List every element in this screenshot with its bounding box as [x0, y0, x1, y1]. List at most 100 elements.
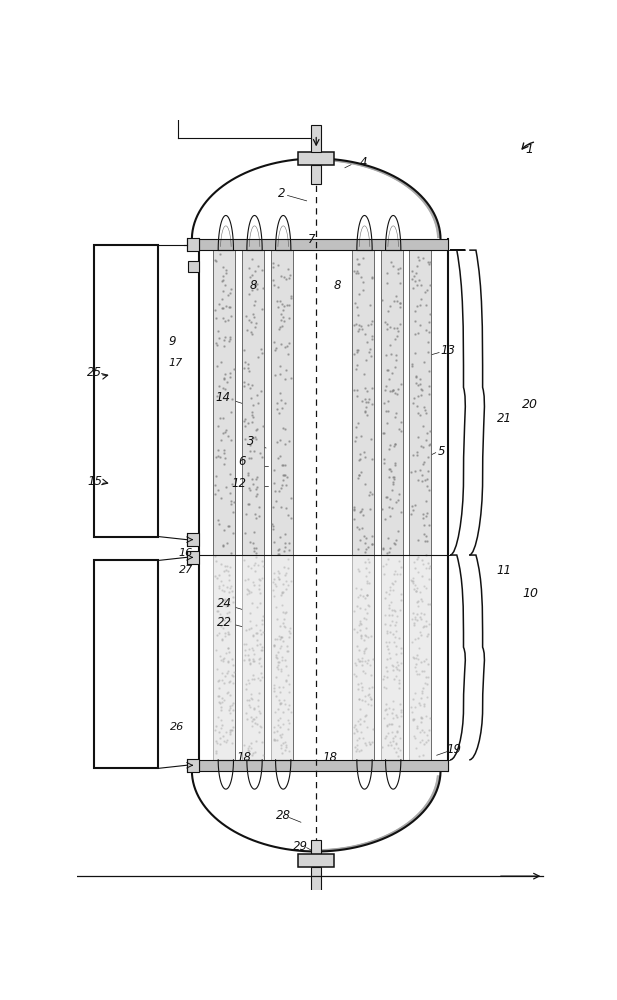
Point: [415, 584, 425, 600]
Point: [393, 523, 403, 539]
Point: [210, 468, 220, 484]
Point: [421, 508, 431, 524]
Point: [395, 586, 405, 602]
Point: [282, 338, 292, 354]
Point: [270, 483, 280, 499]
Point: [394, 421, 404, 437]
Point: [367, 313, 377, 329]
Text: 8: 8: [334, 279, 341, 292]
Point: [244, 652, 254, 668]
Point: [384, 371, 394, 387]
Point: [362, 587, 372, 603]
Point: [217, 273, 227, 289]
Point: [213, 709, 223, 725]
Point: [246, 690, 256, 706]
Point: [239, 342, 249, 358]
Point: [251, 315, 260, 331]
Point: [225, 722, 235, 738]
Point: [284, 433, 294, 449]
Point: [390, 563, 400, 579]
Point: [244, 641, 254, 657]
Point: [355, 451, 365, 467]
Point: [247, 642, 257, 658]
Point: [361, 394, 371, 410]
Point: [273, 654, 283, 670]
Point: [365, 341, 375, 357]
Point: [251, 540, 260, 556]
Point: [413, 549, 423, 565]
Point: [242, 467, 252, 483]
Point: [381, 634, 391, 650]
Point: [272, 395, 282, 411]
Point: [352, 323, 362, 339]
Point: [361, 620, 371, 636]
Point: [218, 371, 228, 387]
Point: [410, 577, 420, 593]
Point: [349, 499, 359, 515]
Text: 25: 25: [87, 366, 102, 379]
Point: [363, 652, 373, 668]
Point: [367, 679, 377, 695]
Point: [357, 657, 367, 673]
Point: [251, 510, 261, 526]
Point: [223, 626, 233, 642]
Point: [352, 624, 362, 640]
Point: [356, 269, 366, 285]
Point: [412, 606, 422, 622]
Point: [363, 539, 373, 555]
Point: [278, 576, 288, 592]
Point: [389, 471, 399, 487]
Point: [379, 710, 389, 726]
Point: [240, 418, 250, 434]
Point: [389, 566, 399, 582]
Point: [366, 486, 376, 502]
Point: [352, 681, 362, 697]
Point: [252, 486, 262, 502]
Point: [418, 473, 428, 489]
Point: [392, 492, 402, 508]
Point: [283, 701, 292, 717]
Point: [275, 696, 284, 712]
Point: [382, 625, 392, 641]
Point: [243, 360, 253, 376]
Point: [275, 692, 284, 708]
Point: [413, 612, 423, 628]
Point: [366, 691, 376, 707]
Point: [281, 573, 291, 589]
Point: [273, 563, 283, 579]
Point: [384, 530, 394, 546]
Point: [276, 480, 286, 496]
Point: [410, 631, 420, 647]
Point: [251, 555, 260, 571]
Point: [354, 452, 363, 468]
Point: [223, 312, 233, 328]
Point: [249, 667, 259, 683]
Point: [415, 272, 424, 288]
Point: [284, 676, 294, 692]
Point: [395, 742, 405, 758]
Point: [215, 330, 225, 346]
Point: [283, 577, 293, 593]
Point: [357, 650, 366, 666]
Point: [393, 265, 403, 281]
Point: [384, 461, 394, 477]
Point: [381, 403, 391, 419]
Point: [362, 587, 372, 603]
Point: [280, 436, 290, 452]
Point: [354, 415, 363, 431]
Point: [384, 437, 394, 453]
Point: [356, 675, 366, 691]
Point: [379, 451, 389, 467]
Point: [353, 265, 363, 281]
Point: [271, 688, 281, 704]
Point: [217, 632, 226, 648]
Point: [281, 672, 291, 688]
Bar: [271, 555, 293, 760]
Point: [366, 697, 376, 713]
Point: [226, 308, 236, 324]
Point: [368, 721, 378, 737]
Point: [365, 297, 375, 313]
Point: [382, 717, 392, 733]
Point: [247, 324, 257, 340]
Point: [362, 334, 372, 350]
